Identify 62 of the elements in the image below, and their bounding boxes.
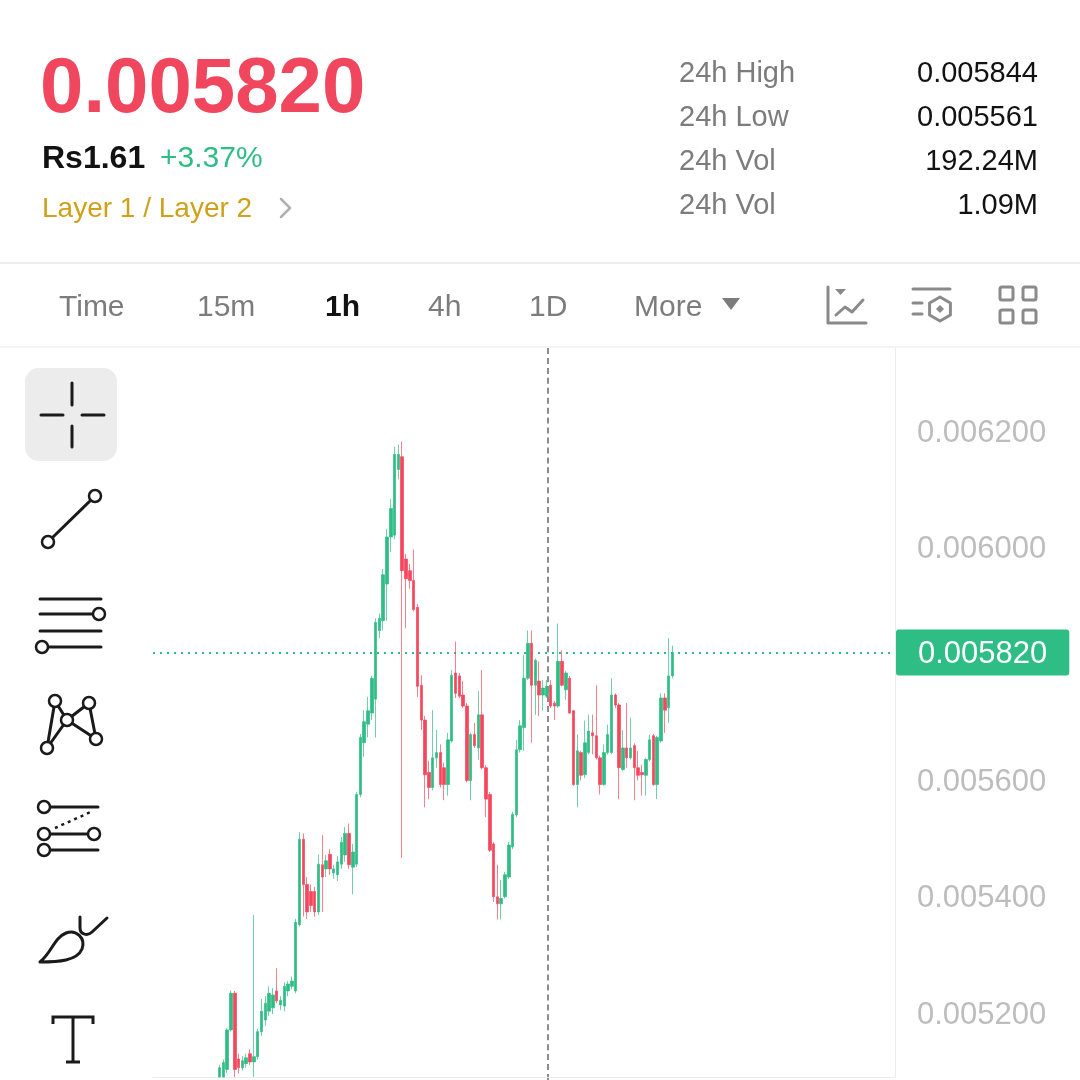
candlestick	[248, 1048, 252, 1066]
candlestick	[579, 750, 583, 781]
candlestick	[283, 981, 286, 1012]
candlestick	[576, 734, 579, 808]
candlestick	[244, 1053, 248, 1069]
candlestick	[564, 670, 568, 701]
text: Rs1.61	[42, 139, 146, 176]
text: Layer 1 / Layer 2	[42, 192, 253, 224]
candlestick	[610, 677, 613, 755]
text: 192.24M	[925, 143, 1038, 176]
text: 1.09M	[957, 187, 1038, 220]
text: 24h Vol	[679, 143, 776, 176]
text: 4h	[428, 289, 462, 323]
candlestick	[625, 702, 628, 769]
candlestick	[473, 722, 476, 749]
text: 24h High	[679, 55, 796, 88]
text: 0.005561	[917, 99, 1038, 132]
candlestick	[530, 630, 533, 744]
text: More	[634, 289, 703, 323]
y-tick-label: 0.006000	[917, 530, 1047, 566]
text: 1h	[325, 289, 361, 323]
candlestick	[275, 967, 278, 1004]
candlestick	[537, 660, 541, 717]
candlestick	[400, 441, 404, 859]
y-tick-label: 0.005400	[917, 879, 1047, 915]
candlestick	[302, 833, 305, 917]
candlestick	[469, 732, 472, 801]
candlestick	[477, 690, 480, 760]
text: 1D	[529, 289, 568, 323]
candlestick	[271, 987, 275, 1015]
candlestick	[629, 717, 632, 760]
text: 24h Vol	[679, 187, 776, 220]
candlestick	[218, 1064, 221, 1078]
chart-title: 0.005820	[40, 40, 366, 129]
candlestick	[317, 854, 320, 916]
candlestick	[560, 649, 564, 687]
candlestick	[454, 641, 457, 699]
candlestick	[667, 637, 670, 724]
candlestick	[652, 733, 655, 787]
candlestick	[347, 823, 351, 870]
candlestick	[541, 679, 545, 712]
candlestick	[252, 914, 256, 1078]
candlestick	[633, 742, 636, 801]
text: 24h Low	[679, 99, 789, 132]
text: +3.37%	[160, 140, 263, 174]
candlestick	[621, 729, 625, 772]
y-tick-label: 0.005200	[917, 995, 1047, 1031]
candlestick	[663, 692, 667, 734]
y-tick-label: 0.005600	[917, 763, 1047, 799]
candlestick	[324, 854, 328, 878]
candlestick	[431, 709, 434, 791]
candlestick	[321, 834, 324, 913]
text: 0.005844	[917, 55, 1038, 88]
candlestick	[233, 990, 237, 1078]
text: 15m	[197, 289, 256, 323]
y-tick-label: 0.006200	[917, 414, 1047, 450]
candlestick	[313, 886, 316, 917]
candlestick	[328, 848, 332, 876]
text: Time	[59, 289, 125, 323]
candlestick	[241, 1055, 244, 1071]
ref-line-label: 0.005820	[918, 635, 1048, 671]
candlestick	[534, 658, 537, 716]
